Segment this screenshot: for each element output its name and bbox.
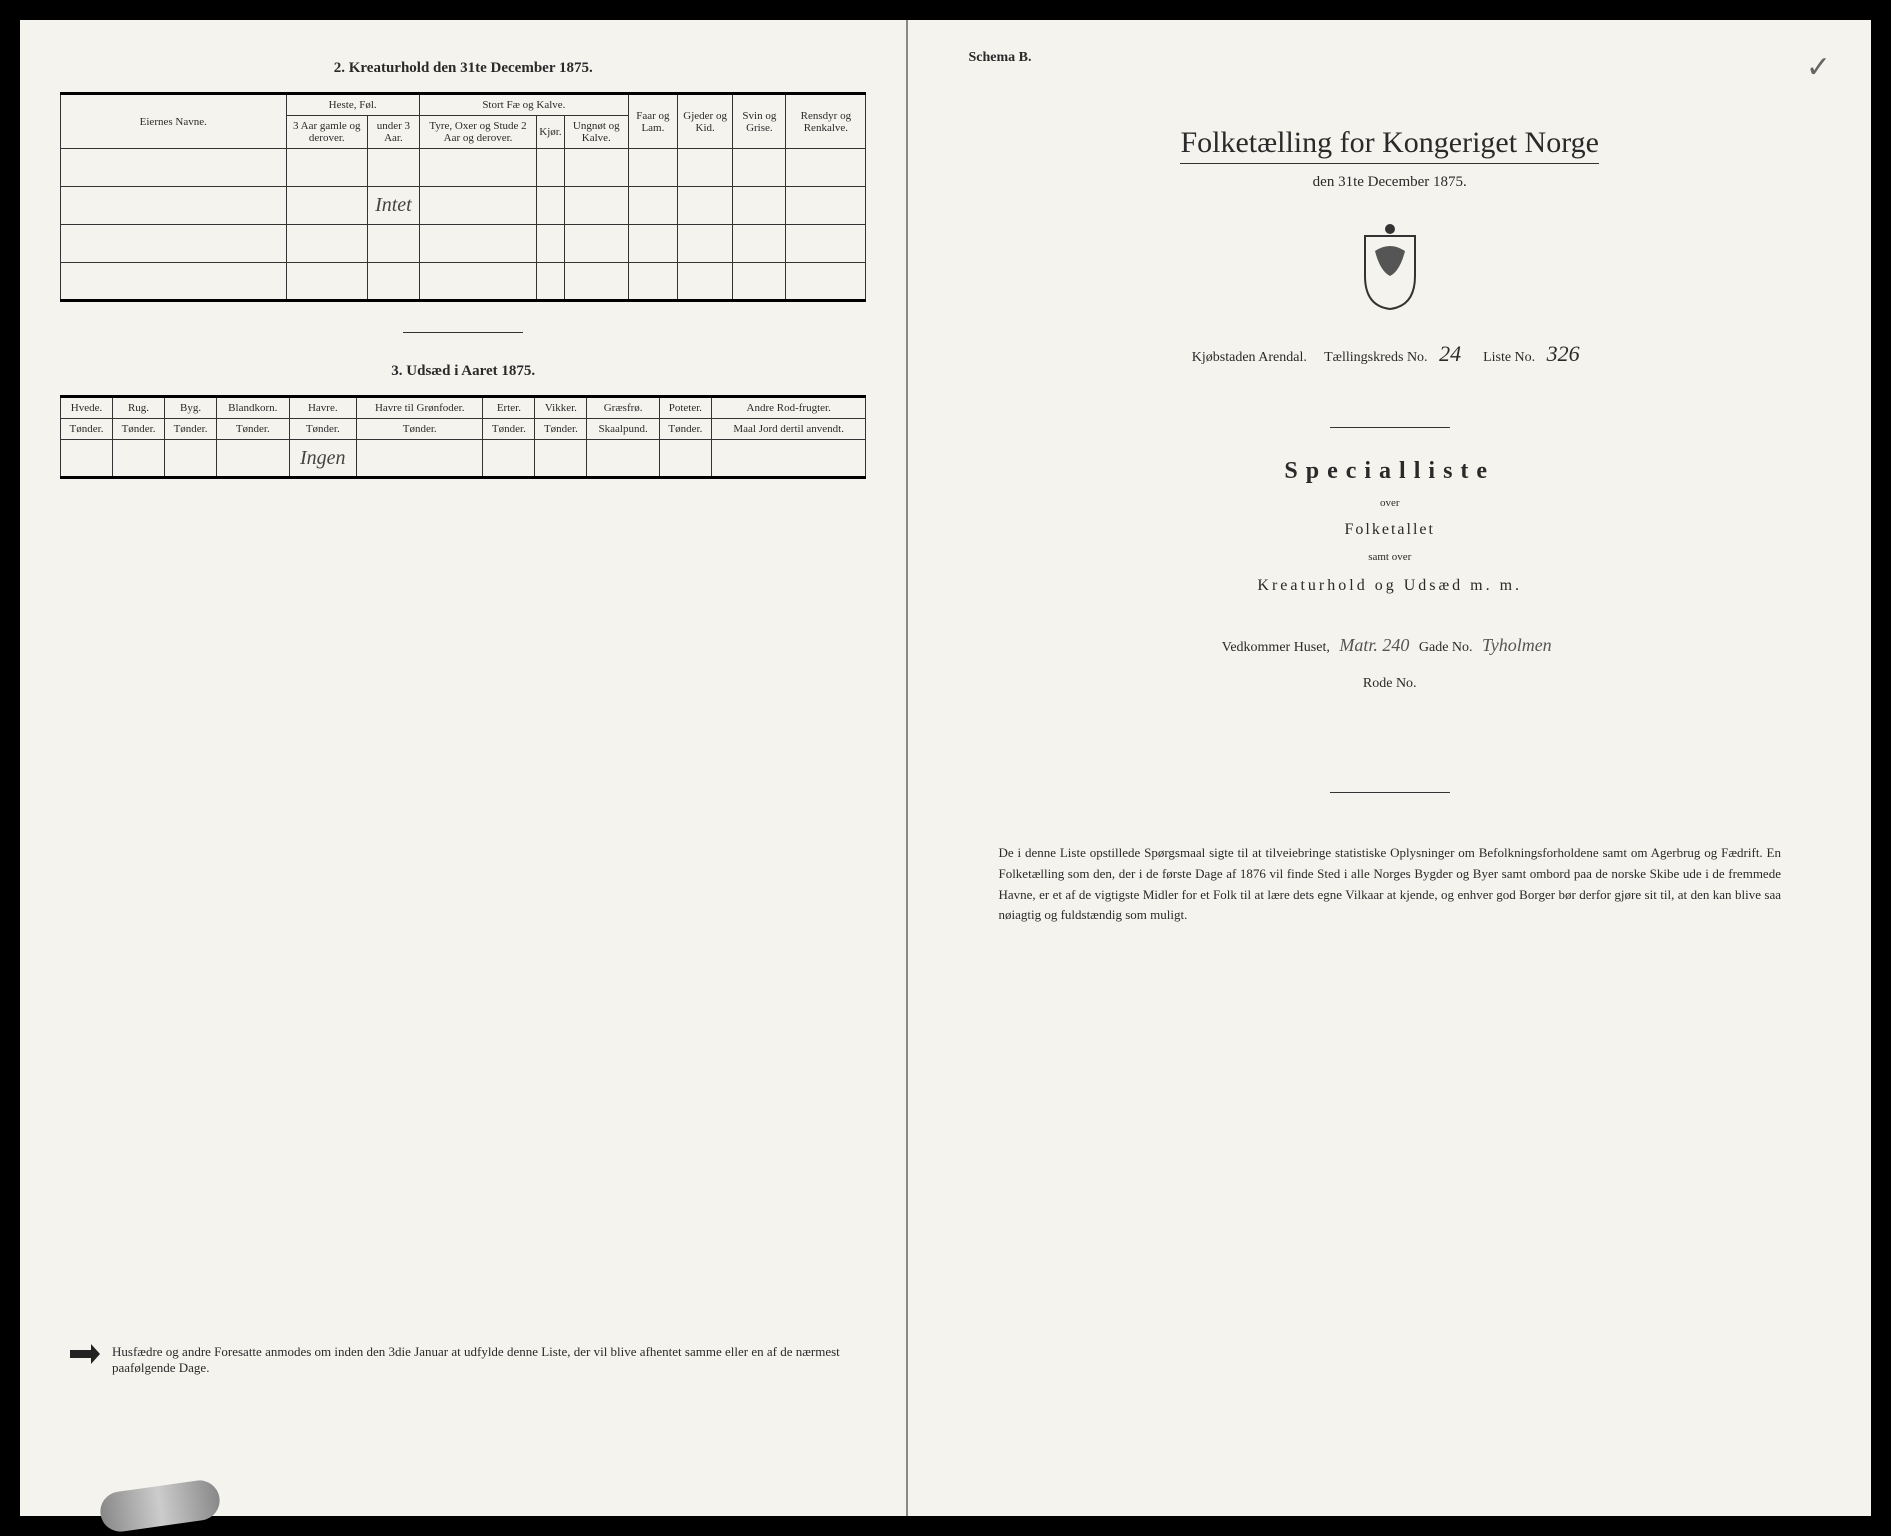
samt-word: samt over	[948, 551, 1831, 563]
kreds-value: 24	[1439, 341, 1461, 366]
handwritten-intet: Intet	[368, 187, 420, 225]
divider2	[1330, 427, 1450, 428]
right-page: ✓ Schema B. Folketælling for Kongeriget …	[908, 20, 1871, 1516]
sub-bulls: Tyre, Oxer og Stude 2 Aar og derover.	[419, 116, 537, 149]
over-word: over	[948, 497, 1831, 509]
instructions-paragraph: De i denne Liste opstillede Spørgsmaal s…	[948, 843, 1831, 926]
vedkommer-label: Vedkommer Huset,	[1222, 640, 1330, 655]
address-line: Vedkommer Huset, Matr. 240 Gade No. Tyho…	[948, 635, 1831, 656]
document-spread: 2. Kreaturhold den 31te December 1875. E…	[20, 20, 1871, 1516]
livestock-table: Eiernes Navne. Heste, Føl. Stort Fæ og K…	[60, 92, 866, 302]
grp-cattle: Stort Fæ og Kalve.	[419, 94, 628, 116]
district-line: Kjøbstaden Arendal. Tællingskreds No. 24…	[948, 341, 1831, 367]
specialliste-heading: Specialliste	[948, 458, 1831, 485]
section3-title: 3. Udsæd i Aaret 1875.	[60, 363, 866, 380]
sub-3yr: 3 Aar gamle og derover.	[286, 116, 367, 149]
census-title: Folketælling for Kongeriget Norge	[1180, 126, 1599, 164]
pen-object	[98, 1478, 222, 1534]
schema-label: Schema B.	[968, 50, 1831, 66]
footer-note: Husfædre og andre Foresatte anmodes om i…	[70, 1344, 846, 1376]
sub-cows: Kjør.	[537, 116, 564, 149]
kreds-label: Tællingskreds No.	[1324, 350, 1427, 365]
left-page: 2. Kreaturhold den 31te December 1875. E…	[20, 20, 908, 1516]
gade-label: Gade No.	[1419, 640, 1473, 655]
col-goats: Gjeder og Kid.	[677, 94, 733, 149]
huset-value: Matr. 240	[1339, 635, 1409, 655]
sub-calves: Ungnøt og Kalve.	[564, 116, 628, 149]
divider	[403, 332, 523, 333]
folketallet-word: Folketallet	[948, 521, 1831, 539]
footer-text: Husfædre og andre Foresatte anmodes om i…	[112, 1344, 846, 1376]
gade-value: Tyholmen	[1482, 635, 1552, 655]
coat-of-arms-icon	[1355, 221, 1425, 311]
liste-label: Liste No.	[1483, 350, 1535, 365]
census-date: den 31te December 1875.	[948, 174, 1831, 191]
col-reindeer: Rensdyr og Renkalve.	[786, 94, 866, 149]
seed-unit-row: Tønder. Tønder. Tønder. Tønder. Tønder. …	[61, 419, 866, 440]
seed-header-row: Hvede. Rug. Byg. Blandkorn. Havre. Havre…	[61, 397, 866, 419]
grp-horses: Heste, Føl.	[286, 94, 419, 116]
rode-label: Rode No.	[948, 676, 1831, 692]
town-label: Kjøbstaden Arendal.	[1192, 350, 1307, 365]
col-owner: Eiernes Navne.	[61, 94, 287, 149]
handwritten-ingen: Ingen	[289, 440, 357, 478]
divider3	[1330, 792, 1450, 793]
checkmark-icon: ✓	[1806, 50, 1831, 85]
liste-value: 326	[1547, 341, 1580, 366]
pointing-hand-icon	[70, 1344, 100, 1364]
col-pigs: Svin og Grise.	[733, 94, 786, 149]
kreatur-line: Kreaturhold og Udsæd m. m.	[948, 577, 1831, 595]
col-sheep: Faar og Lam.	[629, 94, 678, 149]
sub-under3: under 3 Aar.	[368, 116, 420, 149]
section2-title: 2. Kreaturhold den 31te December 1875.	[60, 60, 866, 77]
seed-table: Hvede. Rug. Byg. Blandkorn. Havre. Havre…	[60, 395, 866, 479]
